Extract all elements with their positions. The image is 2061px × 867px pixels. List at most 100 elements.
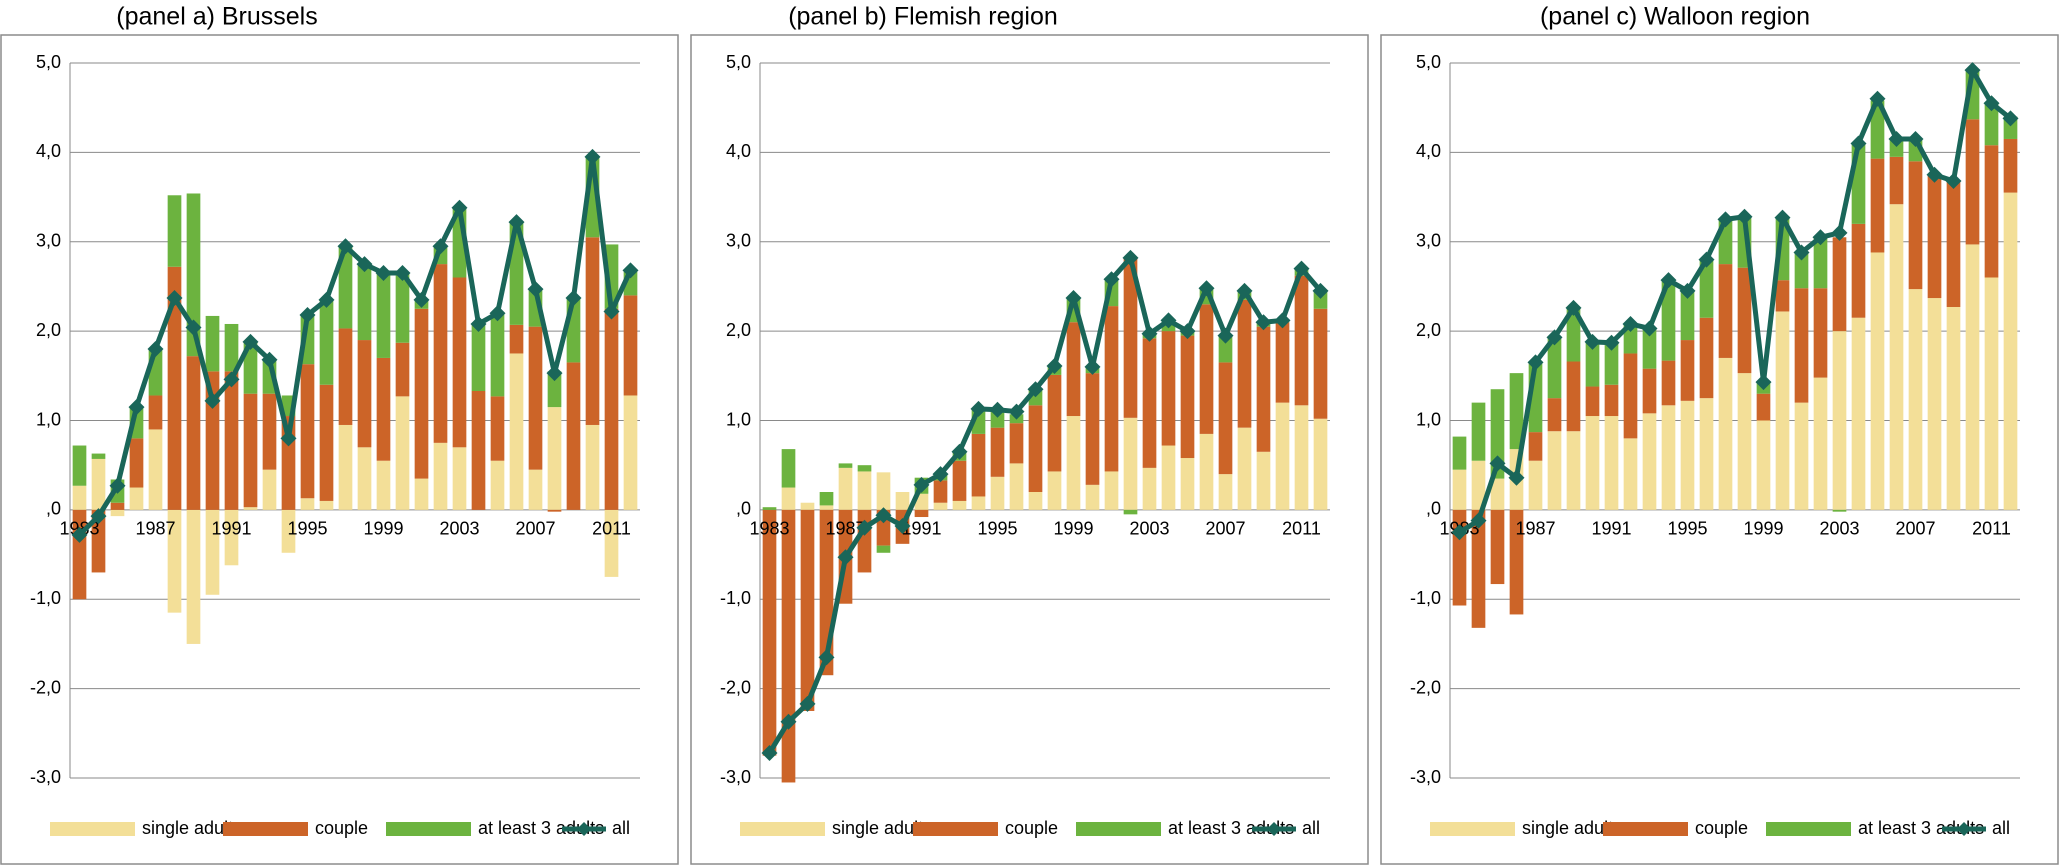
bar [800, 502, 815, 510]
panel-frame [1380, 34, 2059, 865]
legend-label: couple [315, 818, 368, 838]
bar [433, 264, 448, 443]
bar [1566, 307, 1581, 362]
bar [224, 371, 239, 510]
bar [1066, 416, 1081, 510]
bar [1642, 368, 1657, 414]
bar [1294, 405, 1309, 510]
line-marker [546, 365, 563, 382]
bar [414, 478, 429, 510]
x-tick-label: 1983 [749, 519, 789, 539]
bar [357, 340, 372, 448]
y-tick-label: 2,0 [36, 320, 61, 340]
line-marker [2002, 110, 2019, 127]
legend-swatch [577, 822, 591, 836]
bar [1047, 374, 1062, 472]
bar [528, 469, 543, 510]
legend-swatch [50, 822, 135, 836]
bar [971, 433, 986, 497]
legend-label: couple [1695, 818, 1748, 838]
bar [129, 438, 144, 488]
bar [205, 371, 220, 510]
line-marker [1546, 329, 1563, 346]
line-marker [1470, 512, 1487, 529]
x-tick-label: 1995 [287, 519, 327, 539]
bar [509, 324, 524, 354]
bar [1870, 100, 1885, 159]
bar [1718, 357, 1733, 510]
bar [1756, 420, 1771, 510]
bar [990, 427, 1005, 477]
bar [1965, 119, 1980, 245]
x-tick-label: 2003 [439, 519, 479, 539]
x-tick-label: 1987 [135, 519, 175, 539]
bar [91, 453, 106, 459]
bar [1490, 389, 1505, 479]
bar [471, 323, 486, 392]
line-marker [951, 443, 968, 460]
line-marker [1717, 211, 1734, 228]
x-tick-label: 1999 [1743, 519, 1783, 539]
legend-label: at least 3 adults [1858, 818, 1984, 838]
bar [623, 395, 638, 510]
line-marker [1660, 272, 1677, 289]
bar [933, 480, 948, 503]
bar [1661, 280, 1676, 361]
bar [91, 458, 106, 510]
legend-swatch [1603, 822, 1688, 836]
bar [1908, 289, 1923, 510]
x-tick-label: 2007 [1895, 519, 1935, 539]
bar [471, 391, 486, 510]
bar [1142, 338, 1157, 468]
legend-swatch [1076, 822, 1161, 836]
bar [224, 323, 239, 372]
bar [1123, 509, 1138, 515]
legend-label: all [1302, 818, 1320, 838]
x-tick-label: 1991 [211, 519, 251, 539]
bar [1737, 373, 1752, 510]
bar [838, 467, 853, 510]
x-tick-label: 2011 [1972, 519, 2011, 539]
line-marker [508, 214, 525, 231]
bar [452, 447, 467, 510]
bar [1889, 204, 1904, 510]
bar [1908, 161, 1923, 290]
line-marker [875, 507, 892, 524]
line-marker [1122, 249, 1139, 266]
bar [876, 472, 891, 510]
panel-title: (panel a) Brussels [116, 3, 317, 31]
bar [528, 326, 543, 470]
line-marker [109, 477, 126, 494]
bar [933, 502, 948, 510]
line-marker [1255, 314, 1272, 331]
bar [1813, 288, 1828, 378]
line-marker [894, 517, 911, 534]
bar [1547, 337, 1562, 399]
bar [1927, 175, 1942, 299]
legend-swatch [1267, 822, 1281, 836]
x-tick-label: 2003 [1819, 519, 1859, 539]
x-tick-label: 1995 [1667, 519, 1707, 539]
line-marker [565, 290, 582, 307]
y-tick-label: ,0 [736, 499, 751, 519]
y-tick-label: -3,0 [1410, 767, 1441, 787]
bar [952, 500, 967, 510]
line-marker [1869, 90, 1886, 107]
line-marker [1945, 172, 1962, 189]
line-marker [913, 476, 930, 493]
line-marker [837, 549, 854, 566]
panel-title: (panel c) Walloon region [1540, 3, 1810, 31]
line-marker [147, 341, 164, 357]
legend-swatch [386, 822, 471, 836]
line-marker [185, 319, 202, 336]
line-marker [1812, 229, 1829, 246]
x-tick-label: 1991 [1591, 519, 1631, 539]
bar [490, 396, 505, 461]
bar [1294, 275, 1309, 406]
legend-label: at least 3 adults [478, 818, 604, 838]
line-marker [356, 256, 373, 273]
bar [243, 507, 258, 510]
x-tick-label: 2007 [515, 519, 555, 539]
bar [1680, 340, 1695, 401]
